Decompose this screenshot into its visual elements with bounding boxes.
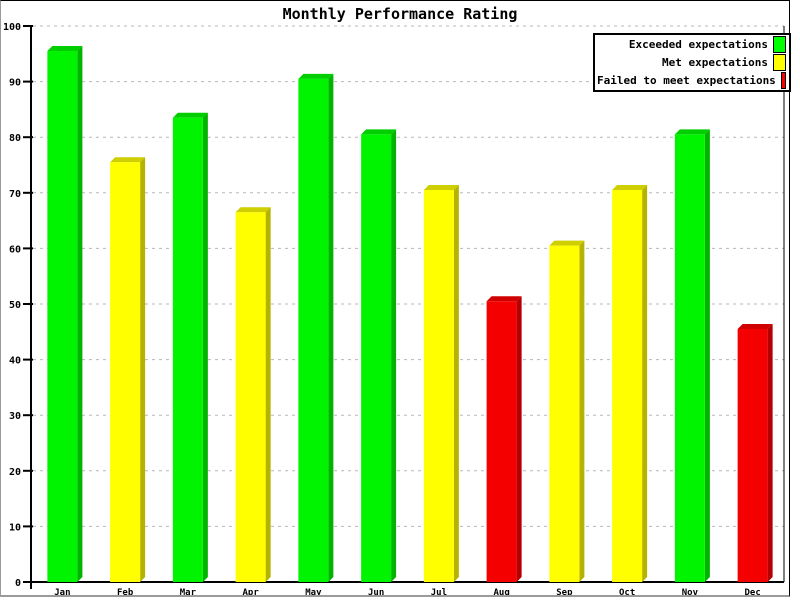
y-tick-label-30: 30 <box>9 411 21 422</box>
legend-item-met: Met expectations <box>597 53 786 71</box>
chart-title: Monthly Performance Rating <box>282 5 518 23</box>
bar-top-dec <box>737 324 773 330</box>
x-tick-label-jun: Jun <box>368 588 384 598</box>
y-tick-label-70: 70 <box>9 189 21 200</box>
bar-jan <box>47 51 78 582</box>
legend-swatch-exceeded-icon <box>773 36 786 54</box>
bar-top-may <box>298 73 334 79</box>
x-tick-label-oct: Oct <box>619 588 635 598</box>
bar-top-apr <box>235 207 271 213</box>
legend-swatch-failed-icon <box>780 71 786 89</box>
bar-top-jul <box>423 185 459 191</box>
y-tick-label-20: 20 <box>9 467 21 478</box>
bar-side-nov <box>704 129 710 583</box>
bar-side-aug <box>516 296 522 582</box>
bar-dec <box>737 329 768 582</box>
y-tick-label-50: 50 <box>9 300 21 311</box>
bar-top-jan <box>47 46 83 52</box>
y-tick-label-40: 40 <box>9 356 21 367</box>
x-tick-label-apr: Apr <box>242 588 259 598</box>
bar-sep <box>549 245 580 582</box>
x-tick-label-sep: Sep <box>556 588 573 598</box>
legend-item-exceeded: Exceeded expectations <box>597 36 786 54</box>
bar-side-jan <box>77 46 83 582</box>
x-tick-label-nov: Nov <box>682 588 699 598</box>
bar-top-feb <box>110 157 146 163</box>
bar-apr <box>235 212 266 582</box>
bar-oct <box>612 190 643 582</box>
x-tick-label-mar: Mar <box>180 588 197 598</box>
bar-side-may <box>328 73 334 582</box>
bar-aug <box>486 301 517 582</box>
x-tick-label-feb: Feb <box>117 588 134 598</box>
bar-top-jun <box>361 129 397 135</box>
bar-top-oct <box>612 185 648 191</box>
bar-side-sep <box>579 240 585 582</box>
bar-jul <box>423 190 454 582</box>
legend: Exceeded expectations Met expectations F… <box>593 33 791 92</box>
y-tick-label-60: 60 <box>9 244 21 255</box>
bar-feb <box>110 162 141 582</box>
bar-may <box>298 78 329 582</box>
x-tick-label-jan: Jan <box>54 588 70 598</box>
bar-top-mar <box>172 112 208 118</box>
bar-side-jul <box>453 185 459 582</box>
bar-top-sep <box>549 240 585 246</box>
y-tick-label-90: 90 <box>9 78 21 89</box>
bar-top-nov <box>674 129 710 135</box>
bar-top-aug <box>486 296 522 302</box>
bar-side-mar <box>202 112 208 583</box>
bar-side-feb <box>140 157 146 582</box>
x-tick-label-dec: Dec <box>744 588 760 598</box>
y-tick-label-80: 80 <box>9 133 21 144</box>
legend-label-failed: Failed to meet expectations <box>597 73 776 87</box>
x-tick-label-aug: Aug <box>493 588 509 598</box>
y-tick-label-0: 0 <box>15 578 21 589</box>
legend-swatch-met-icon <box>773 53 786 71</box>
bar-side-oct <box>642 185 648 582</box>
legend-label-met: Met expectations <box>662 55 768 69</box>
bar-side-apr <box>265 207 271 582</box>
y-tick-label-100: 100 <box>3 22 21 33</box>
y-tick-label-10: 10 <box>9 522 21 533</box>
x-tick-label-may: May <box>305 588 322 598</box>
x-tick-label-jul: Jul <box>431 588 447 598</box>
bar-side-jun <box>391 129 397 583</box>
legend-label-exceeded: Exceeded expectations <box>628 38 768 52</box>
bar-nov <box>674 134 705 583</box>
bar-jun <box>361 134 392 583</box>
bar-side-dec <box>767 324 773 582</box>
bar-mar <box>172 117 203 583</box>
legend-item-failed: Failed to meet expectations <box>597 71 786 89</box>
